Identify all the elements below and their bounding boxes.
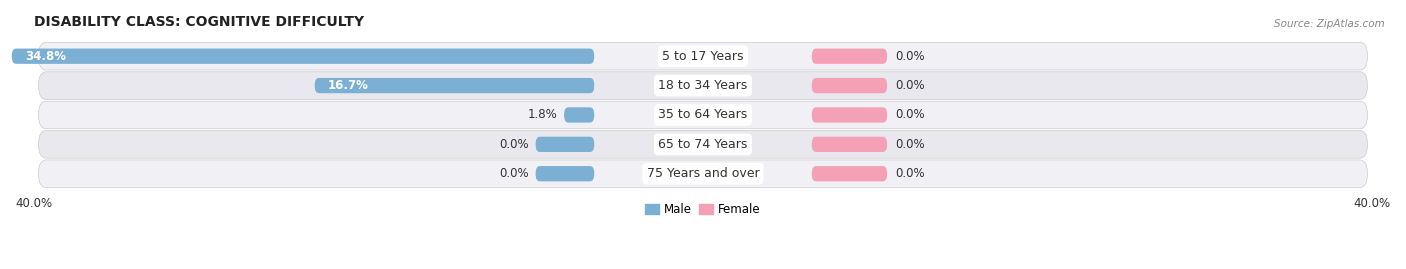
Text: 1.8%: 1.8%	[527, 108, 557, 122]
FancyBboxPatch shape	[536, 166, 595, 181]
Text: 34.8%: 34.8%	[25, 50, 66, 63]
FancyBboxPatch shape	[811, 49, 887, 64]
FancyBboxPatch shape	[811, 166, 887, 181]
Text: 0.0%: 0.0%	[499, 167, 529, 180]
FancyBboxPatch shape	[38, 160, 1368, 187]
Text: 18 to 34 Years: 18 to 34 Years	[658, 79, 748, 92]
Text: 0.0%: 0.0%	[499, 138, 529, 151]
Text: 5 to 17 Years: 5 to 17 Years	[662, 50, 744, 63]
FancyBboxPatch shape	[38, 72, 1368, 99]
FancyBboxPatch shape	[811, 107, 887, 123]
Text: 0.0%: 0.0%	[896, 167, 925, 180]
FancyBboxPatch shape	[315, 78, 595, 93]
Text: 0.0%: 0.0%	[896, 79, 925, 92]
FancyBboxPatch shape	[38, 101, 1368, 129]
Text: 0.0%: 0.0%	[896, 108, 925, 122]
Legend: Male, Female: Male, Female	[641, 199, 765, 221]
Text: 16.7%: 16.7%	[328, 79, 368, 92]
FancyBboxPatch shape	[11, 49, 595, 64]
FancyBboxPatch shape	[38, 130, 1368, 158]
Text: 0.0%: 0.0%	[896, 138, 925, 151]
FancyBboxPatch shape	[811, 137, 887, 152]
Text: 0.0%: 0.0%	[896, 50, 925, 63]
Text: 35 to 64 Years: 35 to 64 Years	[658, 108, 748, 122]
FancyBboxPatch shape	[536, 137, 595, 152]
FancyBboxPatch shape	[811, 78, 887, 93]
Text: Source: ZipAtlas.com: Source: ZipAtlas.com	[1274, 19, 1385, 29]
FancyBboxPatch shape	[564, 107, 595, 123]
Text: 75 Years and over: 75 Years and over	[647, 167, 759, 180]
Text: 65 to 74 Years: 65 to 74 Years	[658, 138, 748, 151]
FancyBboxPatch shape	[38, 43, 1368, 70]
Text: DISABILITY CLASS: COGNITIVE DIFFICULTY: DISABILITY CLASS: COGNITIVE DIFFICULTY	[34, 15, 364, 29]
